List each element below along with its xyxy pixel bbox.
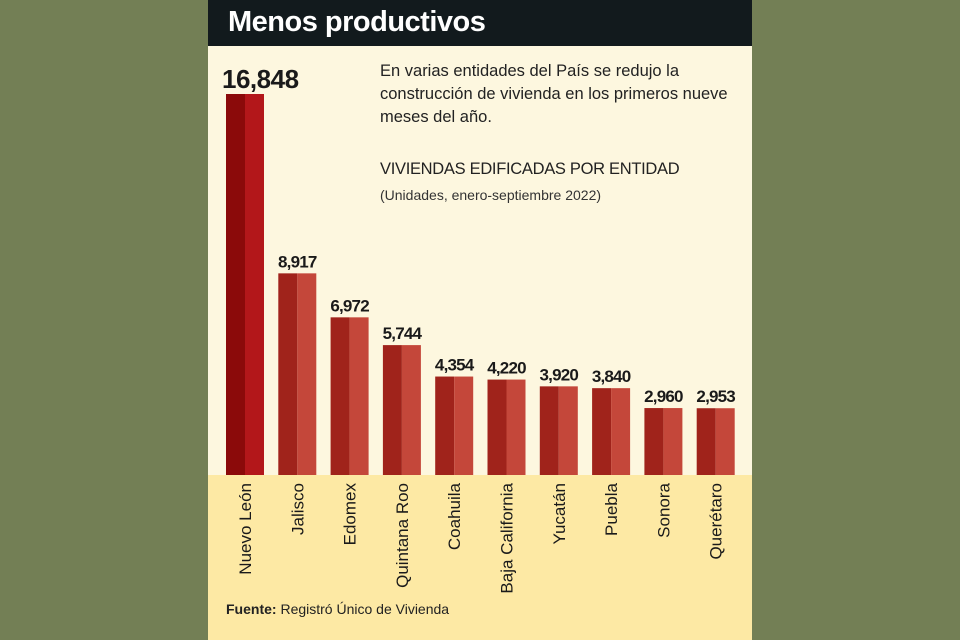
category-label: Puebla [602,482,621,535]
intro-text: En varias entidades del País se redujo l… [380,62,728,126]
bar-highlight [401,345,421,475]
source-note: Fuente: Registró Único de Vivienda [226,601,449,617]
bar [435,376,455,475]
source-text: Registró Único de Vivienda [280,601,450,617]
source-label: Fuente: [226,601,277,617]
value-label: 6,972 [330,296,369,315]
bar [539,386,559,475]
bar-highlight [297,273,317,475]
bar [278,273,298,475]
bar-highlight [663,408,683,475]
chart-subtitle: VIVIENDAS EDIFICADAS POR ENTIDAD [380,160,680,178]
value-label: 2,960 [644,387,683,406]
category-label: Edomex [341,483,360,546]
chart-title: Menos productivos [228,6,486,38]
value-label: 4,354 [435,356,475,375]
value-label: 3,920 [540,365,579,384]
value-label: 4,220 [487,359,526,378]
bar [330,317,350,475]
category-label: Yucatán [550,483,569,544]
category-label: Nuevo León [236,483,255,575]
header-bar: Menos productivos [208,0,752,46]
chart-units: (Unidades, enero-septiembre 2022) [380,187,602,203]
value-label: 2,953 [696,387,735,406]
value-label: 8,917 [278,252,317,271]
category-label: Coahuila [445,482,464,550]
category-label: Jalisco [288,483,307,535]
bar-highlight [506,379,526,475]
bar-chart: 16,848 Nuevo León 8,917 Jalisco 6,972 Edomex 5… [222,64,736,594]
bar-highlight [611,388,631,475]
value-label: 16,848 [222,64,299,94]
bar [226,94,245,475]
bar [592,388,612,475]
bar-highlight [349,317,369,475]
category-label: Baja California [498,482,517,593]
category-label: Querétaro [707,483,726,560]
bar-highlight [454,376,474,475]
category-label: Quintana Roo [393,483,412,588]
value-label: 3,840 [592,367,631,386]
label-band [208,475,752,640]
value-label: 5,744 [383,324,423,343]
bar-highlight [245,94,264,475]
infographic-panel: Menos productivos En varias entidades de… [208,0,752,640]
bar [382,345,402,475]
bar-highlight [558,386,578,475]
bar [644,408,664,475]
bar [696,408,716,475]
category-label: Sonora [654,482,673,537]
bar-highlight [715,408,735,475]
bar [487,379,507,475]
